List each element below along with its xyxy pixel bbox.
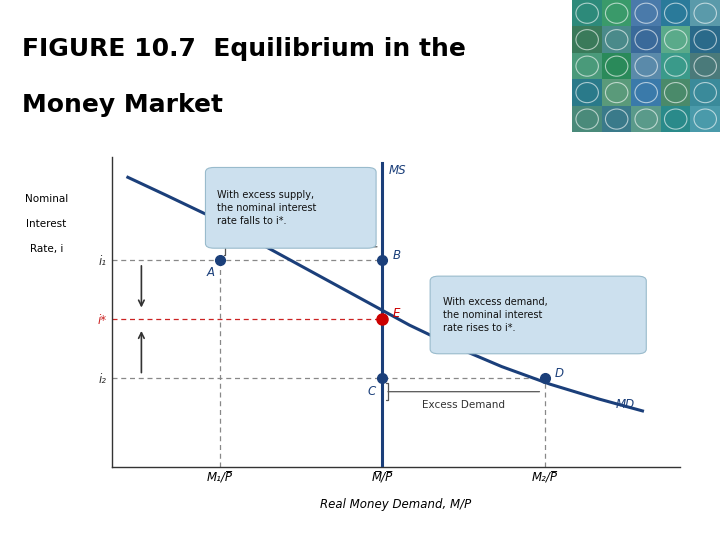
Text: Excess Supply: Excess Supply	[264, 227, 338, 238]
Text: 27: 27	[659, 526, 677, 539]
FancyBboxPatch shape	[430, 276, 647, 354]
FancyBboxPatch shape	[205, 167, 376, 248]
Text: With excess demand,
the nominal interest
rate rises to i*.: With excess demand, the nominal interest…	[443, 297, 547, 333]
Text: D: D	[554, 367, 564, 380]
Bar	[690, 26, 720, 53]
Text: Interest: Interest	[26, 219, 66, 229]
Bar	[690, 106, 720, 132]
Bar	[602, 79, 631, 106]
Bar	[572, 26, 602, 53]
Bar	[572, 106, 602, 132]
Bar	[690, 0, 720, 26]
Text: MS: MS	[389, 164, 407, 177]
Text: 10-: 10-	[657, 512, 679, 525]
Text: A: A	[207, 266, 215, 279]
Bar	[690, 79, 720, 106]
Text: C: C	[367, 384, 376, 397]
Bar	[690, 53, 720, 79]
Text: Money Market: Money Market	[22, 93, 222, 117]
Bar	[631, 26, 661, 53]
Bar	[631, 53, 661, 79]
Bar	[661, 106, 690, 132]
Text: Rate, i: Rate, i	[30, 244, 63, 254]
Text: E: E	[392, 307, 400, 320]
Bar	[572, 79, 602, 106]
Bar	[661, 0, 690, 26]
Bar	[661, 79, 690, 106]
Text: Nominal: Nominal	[24, 194, 68, 204]
Bar	[572, 53, 602, 79]
Text: Excess Demand: Excess Demand	[422, 400, 505, 410]
Bar	[602, 53, 631, 79]
Text: B: B	[392, 248, 400, 261]
Text: FIGURE 10.7  Equilibrium in the: FIGURE 10.7 Equilibrium in the	[22, 37, 465, 61]
Bar	[602, 106, 631, 132]
Bar	[661, 26, 690, 53]
Text: Real Money Demand, M/P: Real Money Demand, M/P	[320, 498, 472, 511]
Bar	[602, 26, 631, 53]
Bar	[631, 0, 661, 26]
Text: MD: MD	[616, 398, 634, 411]
Text: With excess supply,
the nominal interest
rate falls to i*.: With excess supply, the nominal interest…	[217, 190, 316, 226]
Bar	[572, 0, 602, 26]
Bar	[602, 0, 631, 26]
Bar	[631, 79, 661, 106]
Bar	[661, 53, 690, 79]
Bar	[631, 106, 661, 132]
Text: Copyright © 2012 Pearson Addison-Wesley. All rights reserved.: Copyright © 2012 Pearson Addison-Wesley.…	[14, 518, 300, 527]
